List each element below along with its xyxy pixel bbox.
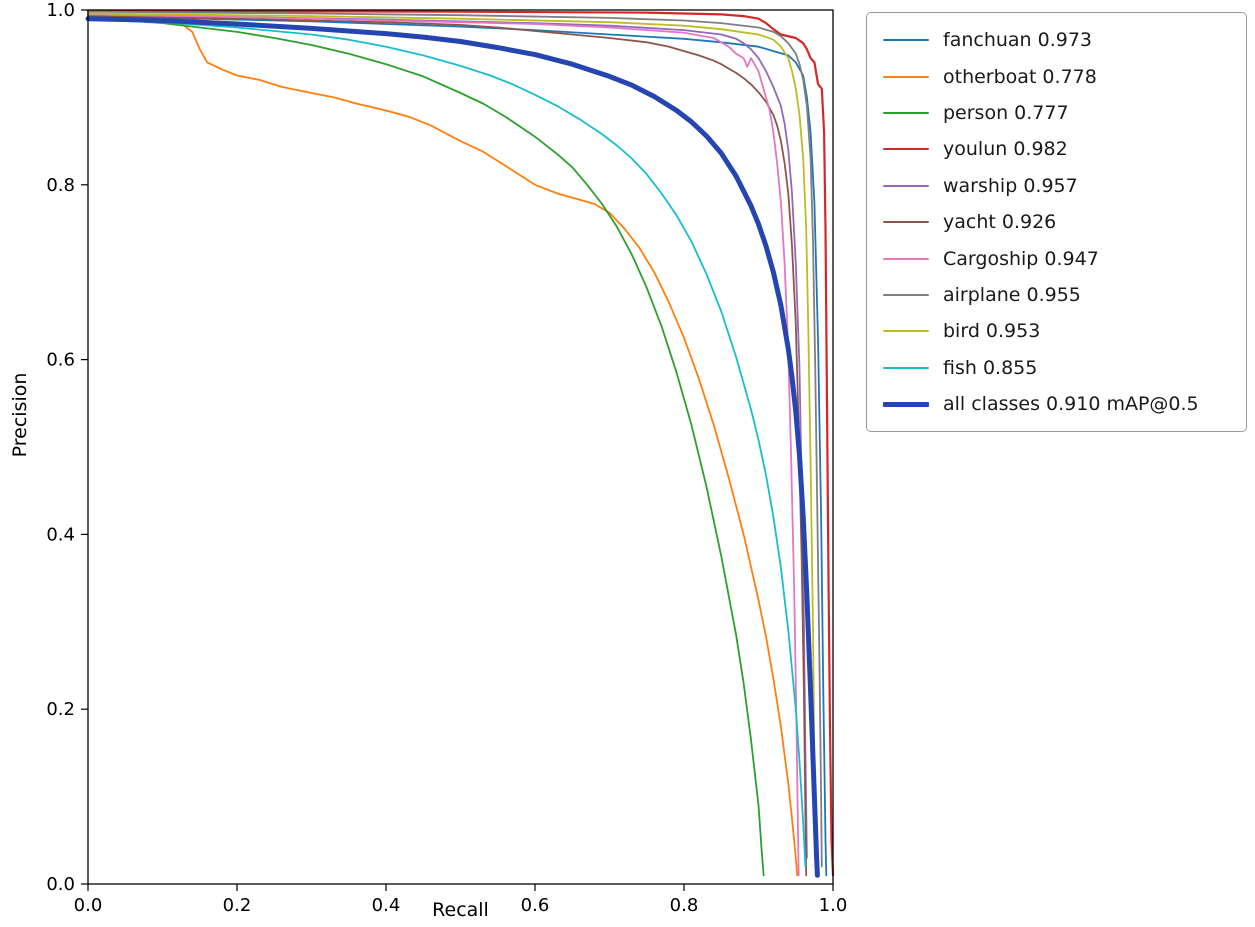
x-tick-label: 0.8 [670, 895, 699, 916]
y-tick-label: 0.0 [46, 874, 75, 895]
legend-line-sample [883, 330, 929, 333]
legend-line-sample [883, 257, 929, 260]
pr-curve-fanchuan [87, 15, 828, 877]
legend-label: fish 0.855 [943, 356, 1038, 379]
y-axis-label: Precision [9, 372, 31, 458]
pr-curve-youlun [86, 9, 835, 877]
legend-item: fish 0.855 [883, 350, 1230, 386]
pr-curve-fish [87, 17, 807, 868]
x-tick-label: 0.0 [74, 895, 103, 916]
legend-item: fanchuan 0.973 [883, 22, 1230, 58]
legend-label: all classes 0.910 mAP@0.5 [943, 393, 1199, 416]
y-tick-label: 0.2 [46, 699, 75, 720]
legend-label: airplane 0.955 [943, 283, 1081, 306]
legend-item: youlun 0.982 [883, 131, 1230, 167]
legend-line-sample [883, 184, 929, 187]
legend-label: bird 0.953 [943, 320, 1041, 343]
legend-item: all classes 0.910 mAP@0.5 [883, 386, 1230, 422]
legend-line-sample [883, 111, 929, 114]
legend-label: Cargoship 0.947 [943, 247, 1099, 270]
x-axis-label: Recall [432, 899, 489, 921]
legend-item: bird 0.953 [883, 313, 1230, 349]
x-tick-label: 1.0 [819, 895, 848, 916]
legend: fanchuan 0.973 otherboat 0.778 person 0.77… [866, 12, 1247, 433]
pr-curve-otherboat [87, 17, 799, 877]
legend-item: warship 0.957 [883, 168, 1230, 204]
legend-label: warship 0.957 [943, 174, 1078, 197]
legend-label: person 0.777 [943, 101, 1069, 124]
pr-curve-warship [87, 13, 808, 859]
x-tick-label: 0.4 [372, 895, 401, 916]
legend-line-sample [883, 75, 929, 78]
legend-label: fanchuan 0.973 [943, 29, 1093, 52]
legend-line-sample [883, 293, 929, 296]
legend-item: airplane 0.955 [883, 277, 1230, 313]
pr-curve-person [87, 17, 765, 877]
pr-curve-bird [87, 12, 817, 868]
y-tick-label: 0.6 [46, 350, 75, 371]
y-tick-label: 1.0 [46, 0, 75, 21]
legend-line-sample [883, 221, 929, 224]
y-tick-label: 0.4 [46, 524, 75, 545]
x-tick-label: 0.2 [223, 895, 252, 916]
legend-label: otherboat 0.778 [943, 65, 1097, 88]
legend-line-sample [883, 401, 929, 407]
legend-item: yacht 0.926 [883, 204, 1230, 240]
legend-item: Cargoship 0.947 [883, 240, 1230, 276]
legend-item: otherboat 0.778 [883, 58, 1230, 94]
legend-line-sample [883, 366, 929, 369]
legend-label: yacht 0.926 [943, 211, 1057, 234]
legend-label: youlun 0.982 [943, 138, 1068, 161]
legend-line-sample [883, 148, 929, 151]
legend-item: person 0.777 [883, 95, 1230, 131]
pr-curve-Cargoship [87, 13, 800, 877]
pr-curve-all-classes [85, 16, 820, 878]
y-tick-label: 0.8 [46, 175, 75, 196]
pr-curve-yacht [87, 15, 808, 877]
legend-line-sample [883, 39, 929, 42]
x-tick-label: 0.6 [521, 895, 550, 916]
pr-curve-airplane [87, 10, 823, 868]
